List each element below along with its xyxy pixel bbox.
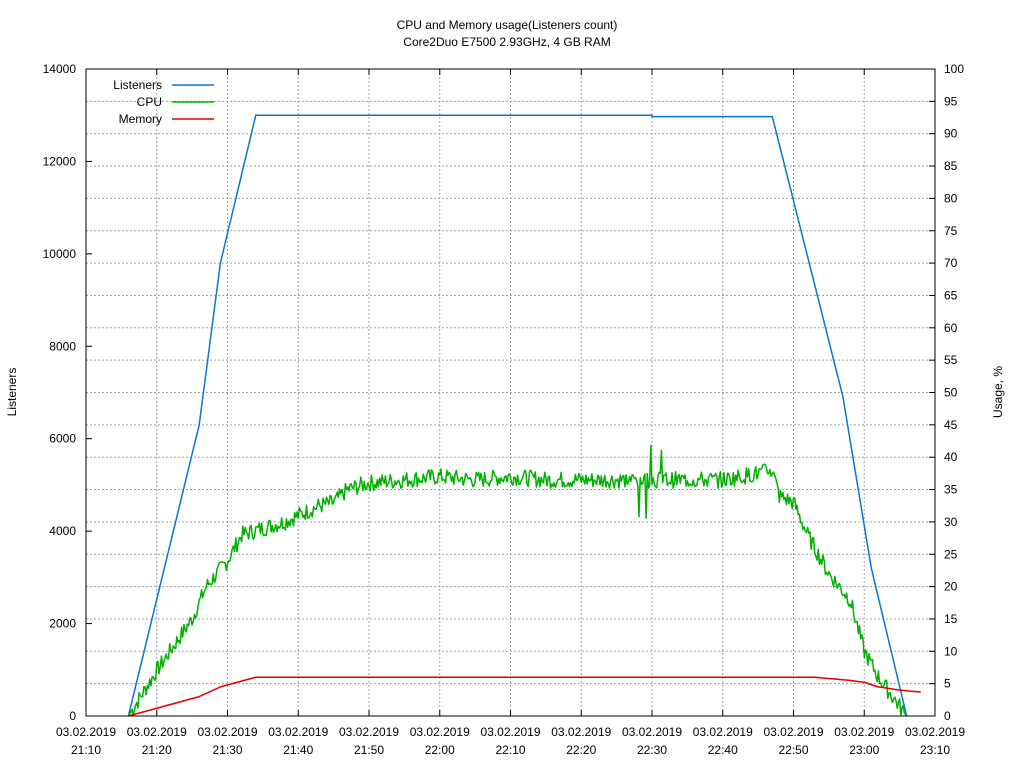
x-tick-label-date: 03.02.2019: [905, 725, 965, 739]
x-tick-label-date: 03.02.2019: [339, 725, 399, 739]
y-tick-label: 10000: [43, 247, 77, 261]
y2-tick-label: 65: [944, 288, 958, 302]
y2-tick-label: 15: [944, 612, 958, 626]
series-line-listeners: [127, 114, 908, 717]
y-axis-label: Listeners: [5, 368, 19, 417]
x-tick-label-time: 22:50: [778, 743, 808, 757]
y2-tick-label: 95: [944, 94, 958, 108]
x-tick-label-time: 22:30: [637, 743, 667, 757]
legend: Listeners CPU Memory: [113, 78, 214, 126]
y2-tick-label: 10: [944, 644, 958, 658]
x-tick-label-date: 03.02.2019: [551, 725, 611, 739]
series-lines: [127, 114, 921, 717]
y-tick-label: 4000: [49, 524, 76, 538]
x-tick-label-date: 03.02.2019: [834, 725, 894, 739]
x-tick-label-time: 22:10: [495, 743, 525, 757]
x-tick-label-date: 03.02.2019: [410, 725, 470, 739]
x-tick-label-time: 21:30: [212, 743, 242, 757]
y2-axis-label: Usage, %: [991, 366, 1005, 418]
y2-tick-label: 60: [944, 321, 958, 335]
y2-tick-label: 25: [944, 547, 958, 561]
x-tick-label-date: 03.02.2019: [763, 725, 823, 739]
x-tick-label-time: 21:50: [354, 743, 384, 757]
x-tick-label-time: 22:20: [566, 743, 596, 757]
chart-subtitle: Core2Duo E7500 2.93GHz, 4 GB RAM: [403, 35, 610, 49]
y2-tick-label: 85: [944, 159, 958, 173]
y2-tick-label: 80: [944, 191, 958, 205]
y-tick-label: 8000: [49, 339, 76, 353]
grid-lines: [86, 69, 935, 716]
y-tick-label: 0: [69, 709, 76, 723]
legend-label: Memory: [119, 112, 162, 126]
series-line-memory: [128, 676, 921, 717]
y2-tick-label: 50: [944, 386, 958, 400]
y2-tick-label: 20: [944, 580, 958, 594]
x-tick-label-date: 03.02.2019: [622, 725, 682, 739]
x-tick-label-time: 21:20: [142, 743, 172, 757]
x-tick-label-date: 03.02.2019: [197, 725, 257, 739]
x-tick-label-date: 03.02.2019: [693, 725, 753, 739]
x-tick-label-time: 23:00: [849, 743, 879, 757]
y2-tick-label: 45: [944, 418, 958, 432]
x-tick-label-time: 22:40: [708, 743, 738, 757]
y2-tick-label: 70: [944, 256, 958, 270]
y2-tick-label: 55: [944, 353, 958, 367]
x-tick-label-date: 03.02.2019: [127, 725, 187, 739]
x-tick-label-time: 21:10: [71, 743, 101, 757]
y-tick-label: 2000: [49, 617, 76, 631]
y2-tick-label: 75: [944, 224, 958, 238]
x-tick-label-date: 03.02.2019: [480, 725, 540, 739]
chart-title: CPU and Memory usage(Listeners count): [397, 18, 618, 32]
y-tick-label: 6000: [49, 432, 76, 446]
series-line-cpu: [127, 444, 908, 717]
x-tick-label-date: 03.02.2019: [268, 725, 328, 739]
y2-tick-label: 100: [944, 62, 964, 76]
x-tick-label-time: 23:10: [920, 743, 950, 757]
x-tick-label-time: 22:00: [425, 743, 455, 757]
y2-tick-label: 0: [944, 709, 951, 723]
axis-ticks: 03.02.2019 21:10 03.02.2019 21:20 03.02.2019…: [43, 62, 966, 757]
y-tick-label: 12000: [43, 154, 77, 168]
y2-tick-label: 35: [944, 483, 958, 497]
legend-label: CPU: [137, 95, 162, 109]
x-tick-label-date: 03.02.2019: [56, 725, 116, 739]
x-tick-label-time: 21:40: [283, 743, 313, 757]
legend-label: Listeners: [113, 78, 162, 92]
plot-frame: [85, 68, 936, 717]
y2-tick-label: 30: [944, 515, 958, 529]
y-tick-label: 14000: [43, 62, 77, 76]
y2-tick-label: 90: [944, 127, 958, 141]
y2-tick-label: 40: [944, 450, 958, 464]
y2-tick-label: 5: [944, 677, 951, 691]
